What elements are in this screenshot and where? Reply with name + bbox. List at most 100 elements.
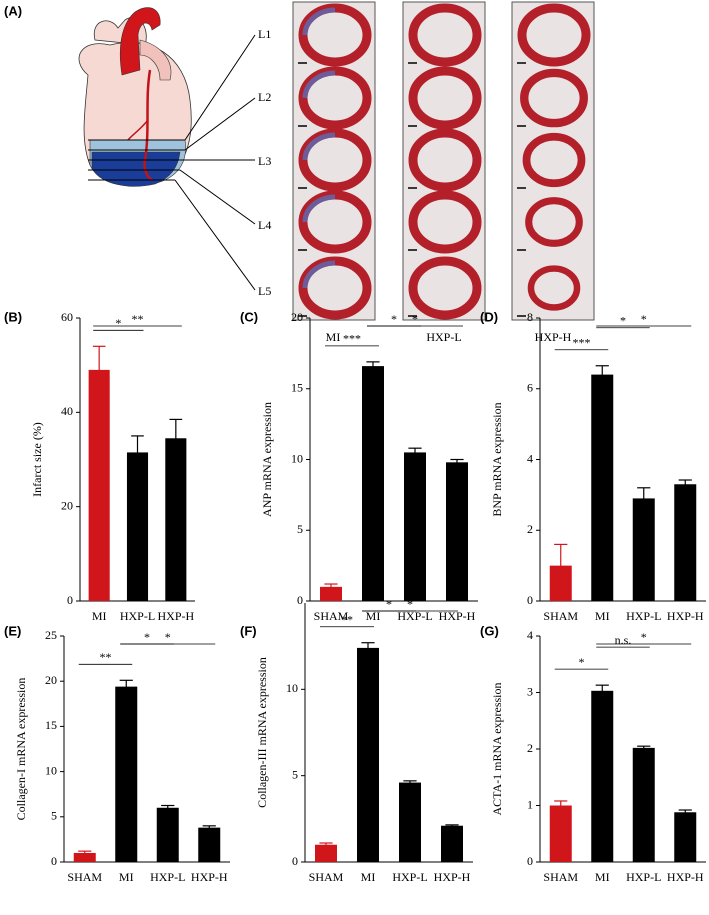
bar: [115, 686, 138, 862]
bar: [404, 452, 426, 601]
x-tick-label: SHAM: [67, 870, 102, 884]
y-axis-label: ACTA-1 mRNA expression: [490, 682, 504, 815]
bar: [198, 827, 221, 862]
x-tick-label: HXP-L: [120, 609, 155, 623]
section-fibrosis: [302, 194, 336, 223]
x-tick-label: HXP-H: [434, 870, 471, 884]
x-tick-label: HXP-L: [150, 870, 185, 884]
significance-label: *: [579, 655, 585, 669]
bar: [357, 647, 379, 862]
x-tick-label: HXP-L: [397, 609, 432, 623]
x-tick-label: HXP-H: [667, 609, 704, 623]
bar: [73, 852, 96, 862]
bar: [446, 462, 468, 601]
bar: [441, 825, 463, 862]
y-tick-label: 0: [292, 854, 298, 868]
y-tick-label: 0: [51, 854, 57, 868]
bar: [674, 484, 697, 601]
section-fibrosis: [302, 7, 336, 36]
section-fibrosis: [302, 70, 336, 99]
heart-illustration: [78, 7, 256, 291]
group-label: HXP-L: [426, 330, 461, 344]
significance-label: **: [341, 612, 353, 626]
y-tick-label: 2: [527, 741, 533, 755]
y-tick-label: 5: [51, 809, 57, 823]
y-axis-label: Collagen-I mRNA expression: [14, 678, 28, 821]
y-tick-label: 20: [61, 498, 73, 512]
y-tick-label: 10: [286, 681, 298, 695]
y-tick-label: 6: [527, 381, 533, 395]
significance-label: *: [391, 312, 397, 326]
level-label: L2: [258, 90, 271, 104]
section-fibrosis: [302, 132, 336, 161]
panel-label: (B): [4, 309, 22, 324]
bar: [156, 807, 179, 862]
bar: [126, 452, 149, 601]
section-ring: [517, 3, 591, 67]
y-axis-label: ANP mRNA expression: [260, 402, 274, 517]
y-tick-label: 15: [45, 718, 57, 732]
x-tick-label: MI: [595, 870, 610, 884]
section-ring: [520, 68, 588, 128]
x-tick-label: MI: [366, 609, 381, 623]
section-ring: [525, 197, 583, 247]
x-tick-label: HXP-H: [439, 609, 476, 623]
significance-label: *: [144, 630, 150, 644]
bar-chart: (G) ACTA-1 mRNA expression 0 1 2 3 4 SHAM MI HXP-…: [480, 623, 706, 884]
y-tick-label: 0: [297, 593, 303, 607]
y-tick-label: 5: [292, 767, 298, 781]
y-tick-label: 20: [291, 310, 303, 324]
tissue-sections: [292, 1, 595, 321]
x-tick-label: HXP-L: [626, 609, 661, 623]
panel-a: (A) L1 L2 L3 L4 L5 MI HXP-: [4, 1, 595, 344]
bar-chart: (F) Collagen-III mRNA expression 0 5 10 SHAM M…: [240, 597, 473, 884]
section-fibrosis: [302, 260, 336, 289]
y-tick-label: 4: [527, 451, 533, 465]
y-tick-label: 10: [45, 763, 57, 777]
significance-label: *: [412, 312, 418, 326]
bar: [165, 438, 187, 601]
significance-label: *: [165, 630, 171, 644]
y-tick-label: 4: [527, 628, 533, 642]
panel-label: (E): [4, 623, 21, 638]
y-tick-label: 40: [61, 404, 73, 418]
bar: [632, 498, 655, 601]
x-tick-label: HXP-L: [392, 870, 427, 884]
x-tick-label: SHAM: [543, 870, 578, 884]
panel-label: (G): [480, 623, 499, 638]
y-tick-label: 15: [291, 381, 303, 395]
x-tick-label: MI: [595, 609, 610, 623]
bar: [632, 747, 655, 862]
x-tick-label: MI: [119, 870, 134, 884]
x-tick-label: HXP-H: [667, 870, 704, 884]
level-label: L3: [258, 154, 271, 168]
section-ring: [408, 3, 482, 67]
bar: [320, 586, 342, 601]
significance-label: *: [407, 597, 413, 611]
y-axis-label: Collagen-III mRNA expression: [255, 657, 269, 808]
y-tick-label: 20: [45, 673, 57, 687]
y-tick-label: 5: [297, 522, 303, 536]
x-tick-label: HXP-L: [626, 870, 661, 884]
level-label: L1: [258, 27, 271, 41]
significance-label: *: [115, 316, 121, 330]
y-tick-label: 10: [291, 451, 303, 465]
y-tick-label: 1: [527, 797, 533, 811]
bar: [362, 366, 384, 601]
section-ring: [408, 128, 482, 192]
significance-label: **: [100, 650, 112, 664]
significance-label: *: [641, 630, 647, 644]
bar: [591, 374, 614, 601]
section-ring: [527, 265, 581, 311]
y-tick-label: 25: [45, 628, 57, 642]
section-ring: [408, 190, 482, 254]
significance-label: **: [132, 312, 144, 326]
level-label: L5: [258, 284, 271, 298]
x-tick-label: HXP-H: [157, 609, 194, 623]
y-tick-label: 0: [527, 854, 533, 868]
x-tick-label: SHAM: [314, 609, 349, 623]
y-tick-label: 2: [527, 522, 533, 536]
x-tick-label: SHAM: [543, 609, 578, 623]
